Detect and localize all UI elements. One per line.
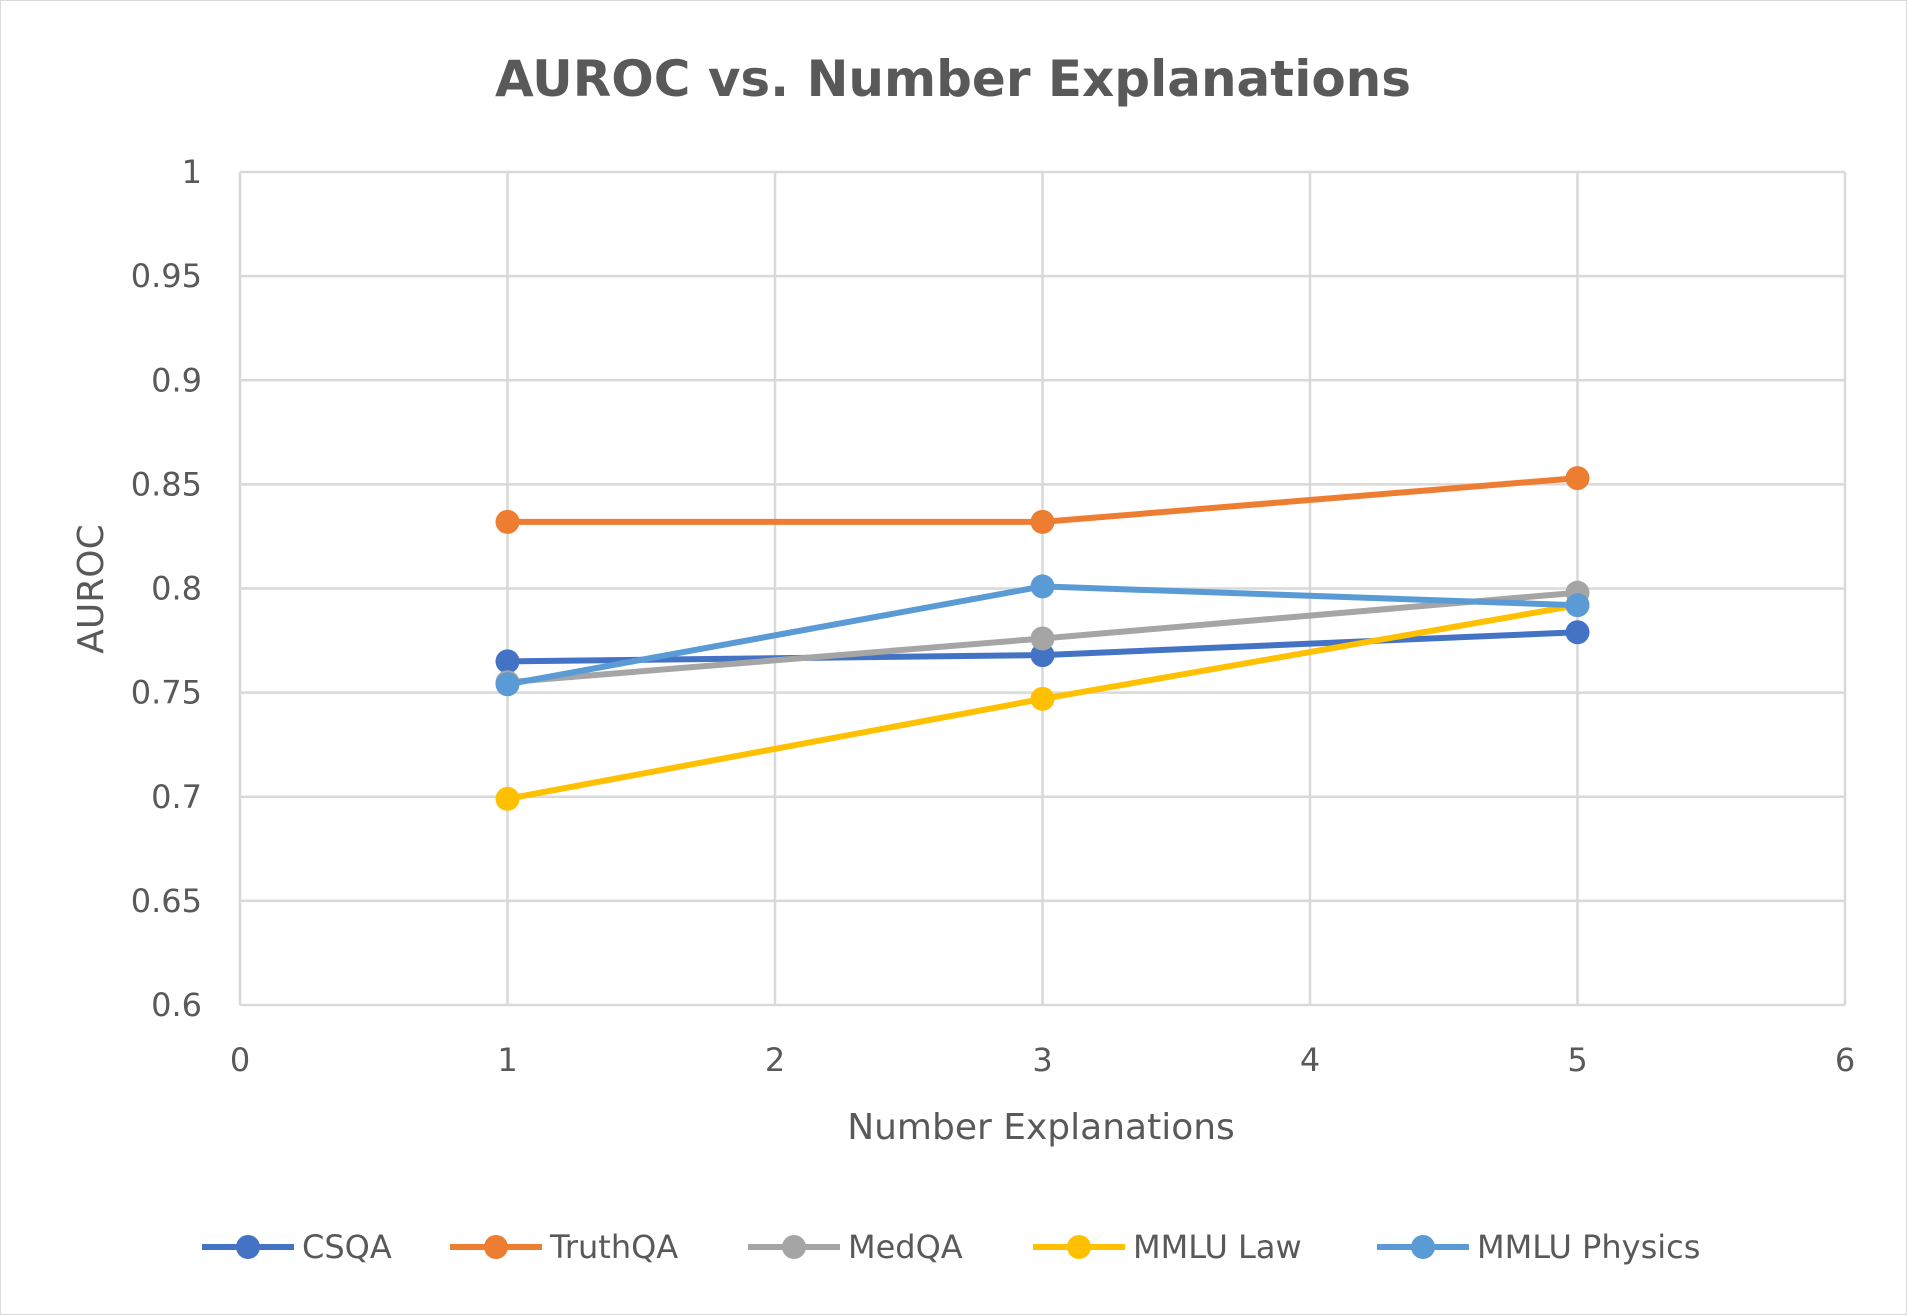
y-tick-label: 0.75 [131,674,202,712]
data-point-truthqa [1565,466,1590,491]
data-point-truthqa [495,509,520,534]
y-tick-label: 0.85 [131,465,202,503]
x-tick-label: 3 [1032,1041,1052,1079]
data-point-csqa [1565,620,1590,645]
legend-marker [236,1235,260,1259]
y-tick-labels: 0.6 0.65 0.7 0.75 0.8 0.85 0.9 0.95 1 [131,153,202,1024]
x-tick-label: 5 [1567,1041,1587,1079]
data-point-csqa [495,649,520,674]
y-tick-label: 0.95 [131,257,202,295]
x-tick-label: 4 [1300,1041,1320,1079]
legend-item-medqa: MedQA [748,1228,963,1266]
y-tick-label: 1 [182,153,202,191]
legend-item-mmlu-physics: MMLU Physics [1377,1228,1700,1266]
legend-marker [1067,1235,1091,1259]
y-tick-label: 0.6 [151,986,202,1024]
legend-item-mmlu-law: MMLU Law [1033,1228,1302,1266]
data-point-mmlu-physics [1030,574,1055,599]
data-point-mmlu-physics [495,672,520,697]
data-point-mmlu-law [1030,686,1055,711]
data-point-medqa [1030,626,1055,651]
x-tick-label: 2 [765,1041,785,1079]
y-tick-label: 0.65 [131,882,202,920]
x-axis-label: Number Explanations [847,1107,1235,1148]
y-axis-label: AUROC [71,524,112,653]
y-tick-label: 0.7 [151,778,202,816]
x-tick-label: 0 [230,1041,250,1079]
x-tick-label: 6 [1835,1041,1855,1079]
series-truthqa [495,466,1590,534]
y-tick-label: 0.8 [151,570,202,608]
y-tick-label: 0.9 [151,361,202,399]
data-point-csqa [1030,643,1055,668]
legend-item-csqa: CSQA [202,1228,392,1266]
legend: CSQA TruthQA MedQA MMLU Law MMLU Physics [202,1228,1700,1266]
chart-title: AUROC vs. Number Explanations [495,50,1411,108]
legend-marker [484,1235,508,1259]
legend-label: TruthQA [549,1228,678,1266]
legend-marker [782,1235,806,1259]
series-group [495,466,1590,811]
legend-label: MedQA [848,1228,963,1266]
x-tick-labels: 0 1 2 3 4 5 6 [230,1041,1855,1079]
data-point-mmlu-law [495,786,520,811]
legend-marker [1411,1235,1435,1259]
legend-label: CSQA [302,1228,392,1266]
legend-item-truthqa: TruthQA [450,1228,678,1266]
series-mmlu-physics [495,574,1590,697]
legend-label: MMLU Physics [1477,1228,1700,1266]
legend-label: MMLU Law [1133,1228,1302,1266]
data-point-mmlu-physics [1565,593,1590,618]
data-point-truthqa [1030,509,1055,534]
series-csqa [495,620,1590,674]
x-tick-label: 1 [497,1041,517,1079]
